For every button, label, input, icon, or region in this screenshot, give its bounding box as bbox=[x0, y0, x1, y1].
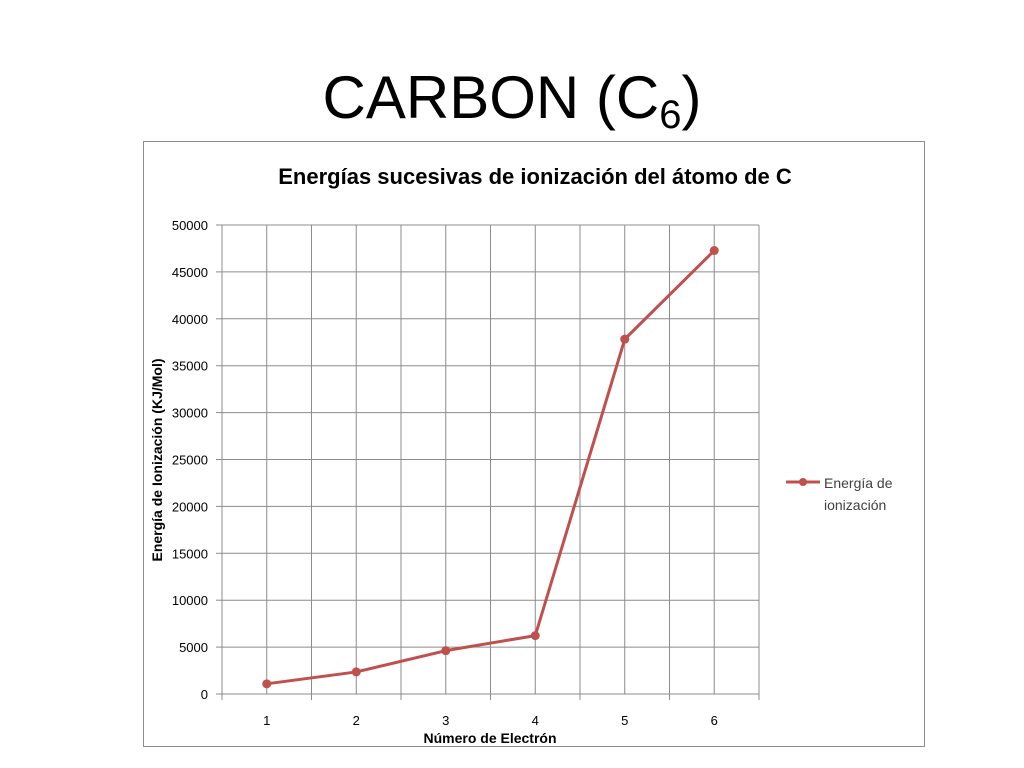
grid-layer bbox=[216, 224, 760, 700]
x-tick-label: 3 bbox=[442, 713, 449, 728]
x-tick-label: 1 bbox=[263, 713, 270, 728]
y-tick-label: 40000 bbox=[172, 312, 208, 327]
y-tick-label: 0 bbox=[201, 687, 208, 702]
series-line bbox=[266, 249, 716, 686]
y-tick-label: 15000 bbox=[172, 546, 208, 561]
data-point bbox=[441, 646, 451, 656]
slide-title-close: ) bbox=[681, 64, 702, 131]
y-tick-label: 45000 bbox=[172, 265, 208, 280]
slide-title-subscript: 6 bbox=[659, 93, 682, 137]
legend: Energía de ionización bbox=[786, 475, 893, 513]
data-point bbox=[709, 246, 719, 256]
series-layer bbox=[262, 246, 719, 689]
y-tick-label: 5000 bbox=[179, 640, 208, 655]
data-point bbox=[351, 667, 361, 677]
data-point bbox=[620, 334, 630, 344]
chart-title: Energías sucesivas de ionización del áto… bbox=[278, 164, 792, 189]
legend-label-line1: Energía de bbox=[824, 475, 893, 491]
x-tick-label: 5 bbox=[621, 713, 628, 728]
slide-title: CARBON (C6) bbox=[0, 58, 1024, 155]
y-tick-label: 10000 bbox=[172, 593, 208, 608]
x-axis-label: Número de Electrón bbox=[423, 730, 556, 746]
y-tick-label: 25000 bbox=[172, 453, 208, 468]
data-point bbox=[530, 631, 540, 641]
chart-frame bbox=[143, 141, 925, 747]
y-tick-label: 35000 bbox=[172, 359, 208, 374]
y-axis-label: Energía de Ionización (KJ/Mol) bbox=[149, 358, 165, 561]
y-tick-label: 50000 bbox=[172, 218, 208, 233]
slide-title-text: CARBON (C bbox=[322, 64, 660, 131]
y-tick-label: 30000 bbox=[172, 406, 208, 421]
x-tick-label: 2 bbox=[353, 713, 360, 728]
y-tick-label: 20000 bbox=[172, 499, 208, 514]
y-tick-labels: 0 5000 10000 15000 20000 25000 30000 35000 40000… bbox=[172, 218, 208, 702]
x-tick-labels: 1 2 3 4 5 6 bbox=[263, 713, 718, 728]
x-tick-label: 4 bbox=[532, 713, 539, 728]
data-point bbox=[262, 679, 272, 689]
x-tick-label: 6 bbox=[711, 713, 718, 728]
legend-label-line2: ionización bbox=[824, 497, 886, 513]
legend-marker-swatch bbox=[799, 478, 807, 486]
